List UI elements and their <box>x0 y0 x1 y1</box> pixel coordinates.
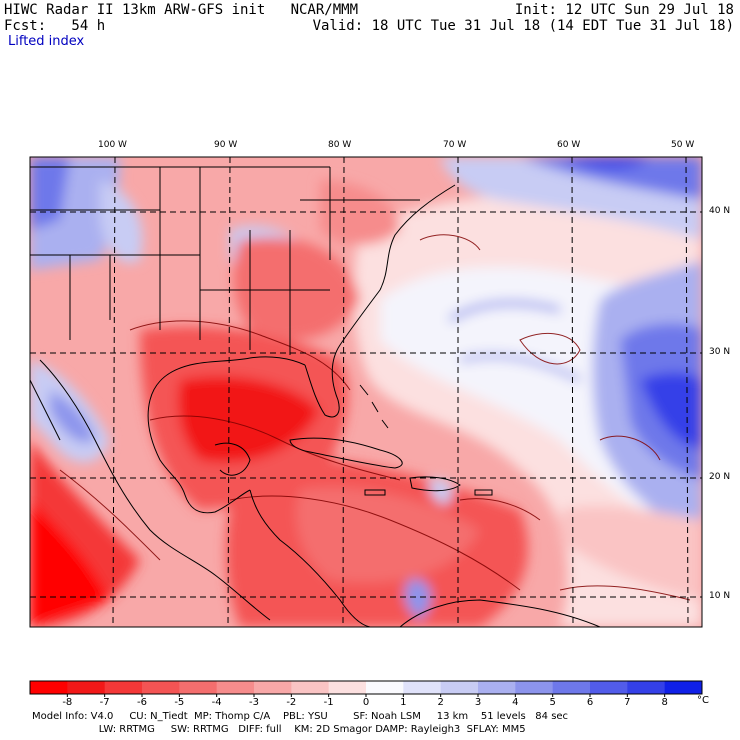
title-left: HIWC Radar II 13km ARW-GFS init NCAR/MMM <box>4 2 359 18</box>
lat-lon-grid <box>30 156 702 628</box>
colorbar-tick-label: 2 <box>437 697 444 708</box>
colorbar-tick-label: -6 <box>137 697 147 708</box>
colorbar-swatch <box>403 681 442 694</box>
colorbar-swatch <box>627 681 666 694</box>
lifted-index-contours <box>59 234 691 601</box>
colorbar-tick-label: -3 <box>249 697 259 708</box>
colorbar-tick-label: 4 <box>512 697 519 708</box>
lat-label-20n: 20 N <box>709 472 731 482</box>
colorbar <box>29 680 703 697</box>
colorbar-tick-label: -1 <box>323 697 334 708</box>
colorbar-tick-label: -2 <box>286 697 297 708</box>
lon-label-80w: 80 W <box>328 140 352 150</box>
colorbar-swatch <box>142 681 180 694</box>
colorbar-tick-label: 3 <box>474 697 482 708</box>
colorbar-swatch <box>478 681 516 694</box>
field-shading <box>30 157 702 627</box>
lat-label-10n: 10 N <box>709 591 731 601</box>
model-info-line-1: Model Info: V4.0 CU: N_Tiedt MP: Thomp C… <box>32 711 569 722</box>
model-info-line-2: LW: RRTMG SW: RRTMG DIFF: full KM: 2D Sm… <box>32 724 526 735</box>
lon-label-100w: 100 W <box>98 140 127 150</box>
colorbar-tick-label: 6 <box>586 697 594 708</box>
lat-label-40n: 40 N <box>709 206 731 216</box>
colorbar-swatch <box>328 681 367 694</box>
colorbar-tick-label: 0 <box>362 697 370 708</box>
field-name: Lifted index <box>8 34 85 49</box>
colorbar-swatch <box>104 681 143 694</box>
colorbar-tick-label: 7 <box>624 697 631 708</box>
colorbar-tick-label: 1 <box>400 697 407 708</box>
colorbar-swatch <box>67 681 106 694</box>
lon-label-90w: 90 W <box>214 140 238 150</box>
colorbar-tick-label: -8 <box>62 697 73 708</box>
lon-label-70w: 70 W <box>443 140 467 150</box>
colorbar-swatch <box>366 681 404 694</box>
colorbar-swatch <box>179 681 218 694</box>
colorbar-swatch <box>254 681 292 694</box>
coastlines-and-borders <box>30 166 601 627</box>
colorbar-unit: °C <box>697 695 709 706</box>
init-time: Init: 12 UTC Sun 29 Jul 18 <box>514 2 734 18</box>
lat-label-30n: 30 N <box>709 347 731 357</box>
colorbar-swatch <box>291 681 330 694</box>
colorbar-tick-label: -4 <box>211 697 222 708</box>
colorbar-swatch <box>552 681 591 694</box>
colorbar-swatch <box>440 681 479 694</box>
colorbar-tick-label: 8 <box>661 697 668 708</box>
colorbar-tick-label: -5 <box>174 697 185 708</box>
colorbar-swatch <box>30 681 68 694</box>
colorbar-swatch <box>515 681 554 694</box>
lon-label-50w: 50 W <box>671 140 695 150</box>
colorbar-tick-label: -7 <box>99 697 110 708</box>
lon-label-60w: 60 W <box>557 140 581 150</box>
valid-time: Valid: 18 UTC Tue 31 Jul 18 (14 EDT Tue … <box>312 18 734 34</box>
colorbar-tick-label: 5 <box>549 697 556 708</box>
colorbar-swatch <box>216 681 255 694</box>
colorbar-swatch <box>664 681 703 694</box>
colorbar-swatch <box>590 681 628 694</box>
forecast-hour: Fcst: 54 h <box>4 18 106 34</box>
